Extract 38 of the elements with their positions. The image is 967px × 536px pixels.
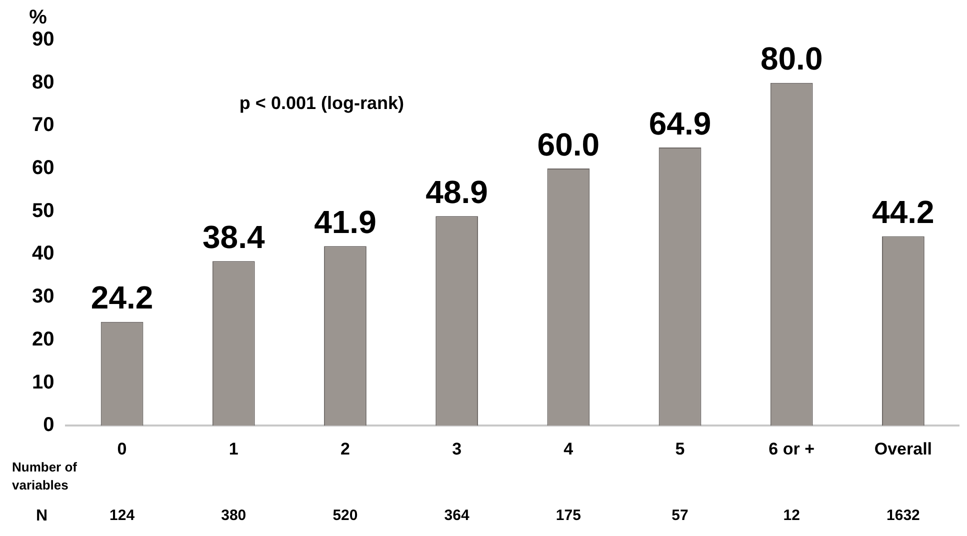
y-tick-label: 40 <box>32 242 54 265</box>
x-tick-label: 4 <box>564 439 574 458</box>
text: 12 <box>783 507 800 524</box>
y-tick-label: 0 <box>43 414 54 436</box>
data-label: 48.9 <box>426 174 488 210</box>
x-axis-title: Number of variables <box>12 460 78 493</box>
y-tick-label: 20 <box>32 328 54 350</box>
data-label: 80.0 <box>760 40 823 77</box>
y-tick-label: 60 <box>32 157 54 180</box>
annotation: p < 0.001 (log-rank) <box>239 93 404 114</box>
x-tick-label: 5 <box>675 439 685 458</box>
x-tick-label: Overall <box>874 439 932 458</box>
text: 364 <box>444 507 470 524</box>
text: 1632 <box>886 507 920 524</box>
data-label: 44.2 <box>872 194 934 230</box>
y-tick-label: 70 <box>32 114 54 136</box>
y-tick-label: 30 <box>32 286 54 308</box>
x-tick-label: 2 <box>340 439 350 458</box>
text: 380 <box>221 507 246 524</box>
data-label: 24.2 <box>90 280 154 316</box>
x-tick-label: 6 or + <box>768 439 815 458</box>
text: 175 <box>556 507 581 524</box>
text: 124 <box>110 507 136 524</box>
data-label: 41.9 <box>314 204 376 240</box>
text: 520 <box>332 507 358 524</box>
data-label: 60.0 <box>537 126 600 162</box>
text: 57 <box>672 507 688 524</box>
x-tick-label: 0 <box>117 439 127 458</box>
text: N <box>36 507 48 524</box>
x-tick-label: 3 <box>452 439 462 458</box>
y-tick-label: 80 <box>32 71 54 94</box>
y-axis-title: % <box>29 6 48 29</box>
data-label: 38.4 <box>202 218 265 255</box>
data-label: 64.9 <box>648 105 712 142</box>
y-tick-label: 10 <box>32 371 54 394</box>
y-tick-label: 90 <box>32 28 54 51</box>
x-tick-label: 1 <box>228 439 238 458</box>
y-tick-label: 50 <box>32 200 54 222</box>
